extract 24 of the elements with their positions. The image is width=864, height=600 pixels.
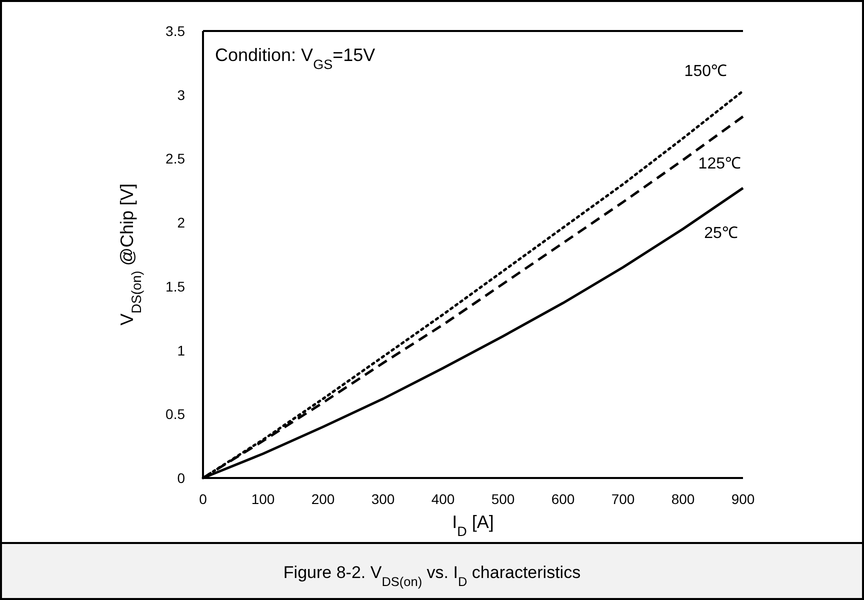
x-tick-label: 600 — [551, 491, 575, 507]
x-axis-title: I$_{D}$ [A] — [452, 512, 494, 538]
x-tick-label: 0 — [199, 491, 208, 507]
y-tick-label: 2.5 — [166, 150, 186, 167]
x-tick-label: 500 — [491, 491, 515, 507]
x-tick-label: 100 — [251, 491, 275, 507]
y-tick-label: 2 — [177, 214, 186, 231]
y-tick-label: 0.5 — [166, 406, 186, 422]
y-tick-label: 0 — [177, 470, 186, 486]
series-label: 25℃ — [704, 225, 738, 242]
x-tick-label: 300 — [371, 491, 395, 507]
x-tick-label: 400 — [431, 491, 455, 507]
series-label: 150℃ — [684, 63, 727, 80]
y-tick-label: 3.5 — [166, 23, 186, 39]
x-tick-label: 900 — [731, 491, 755, 507]
x-tick-label: 800 — [671, 491, 695, 507]
y-tick-label: 3 — [177, 86, 186, 103]
x-tick-label: 200 — [311, 491, 335, 507]
text: Figure 8-2. V$_{DS(on)}$ vs. I$_{D}$ characteristics — [283, 563, 581, 588]
y-tick-label: 1.5 — [166, 278, 186, 294]
y-tick-label: 1 — [177, 342, 186, 358]
x-tick-label: 700 — [611, 491, 635, 507]
annotation: Condition: V$_{GS}$=15V — [215, 45, 376, 72]
series-label: 125℃ — [698, 156, 741, 173]
